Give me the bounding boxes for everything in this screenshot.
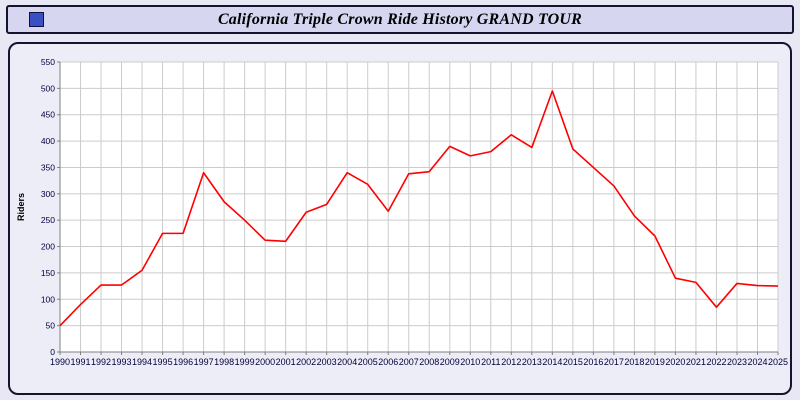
y-axis-label: Riders bbox=[16, 193, 26, 221]
y-tick-label: 300 bbox=[41, 189, 55, 199]
x-tick-label: 1999 bbox=[235, 357, 255, 367]
y-tick-label: 100 bbox=[41, 294, 55, 304]
y-tick-label: 50 bbox=[46, 321, 56, 331]
x-tick-label: 2010 bbox=[460, 357, 480, 367]
x-tick-label: 1990 bbox=[50, 357, 70, 367]
x-tick-label: 2016 bbox=[583, 357, 603, 367]
series-line-riders bbox=[59, 90, 779, 327]
y-tick-label: 0 bbox=[50, 347, 55, 357]
x-tick-label: 2013 bbox=[522, 357, 542, 367]
x-tick-label: 2008 bbox=[419, 357, 439, 367]
x-tick-label: 2007 bbox=[399, 357, 419, 367]
y-tick-label: 400 bbox=[41, 136, 55, 146]
x-tick-label: 2022 bbox=[706, 357, 726, 367]
x-tick-label: 2005 bbox=[358, 357, 378, 367]
page-title: California Triple Crown Ride History GRA… bbox=[217, 10, 583, 28]
x-tick-label: 1996 bbox=[173, 357, 193, 367]
x-tick-label: 2020 bbox=[665, 357, 685, 367]
x-tick-label: 2002 bbox=[296, 357, 316, 367]
x-tick-label: 2011 bbox=[481, 357, 500, 367]
y-tick-label: 500 bbox=[41, 83, 55, 93]
x-tick-label: 2012 bbox=[501, 357, 521, 367]
x-tick-label: 2006 bbox=[378, 357, 398, 367]
x-tick-label: 2015 bbox=[563, 357, 583, 367]
y-tick-label: 450 bbox=[41, 110, 55, 120]
x-tick-label: 2004 bbox=[337, 357, 357, 367]
x-tick-label: 1992 bbox=[91, 357, 111, 367]
x-tick-label: 2024 bbox=[747, 357, 767, 367]
y-tick-label: 200 bbox=[41, 242, 55, 252]
x-tick-label: 1995 bbox=[153, 357, 173, 367]
x-tick-label: 2001 bbox=[276, 357, 296, 367]
y-tick-label: 150 bbox=[41, 268, 55, 278]
x-tick-label: 1993 bbox=[112, 357, 132, 367]
x-tick-label: 2003 bbox=[317, 357, 337, 367]
x-tick-label: 2021 bbox=[686, 357, 706, 367]
x-tick-label: 1998 bbox=[214, 357, 234, 367]
chart-panel: 0 50 100 150 200 250 300 350 400 450 500 550 1990 199… bbox=[8, 42, 792, 395]
x-tick-label: 2017 bbox=[604, 357, 624, 367]
x-tick-label: 2018 bbox=[624, 357, 644, 367]
plot-area bbox=[60, 62, 778, 352]
y-tick-label: 250 bbox=[41, 215, 55, 225]
x-tick-label: 1991 bbox=[70, 357, 90, 367]
x-tick-label: 2009 bbox=[440, 357, 460, 367]
y-tick-label: 350 bbox=[41, 162, 55, 172]
x-tick-label: 2000 bbox=[255, 357, 275, 367]
window-icon bbox=[29, 12, 44, 27]
x-tick-label: 1997 bbox=[194, 357, 214, 367]
x-tick-label: 2019 bbox=[645, 357, 665, 367]
y-tick-label: 550 bbox=[41, 57, 55, 67]
x-tick-label: 1994 bbox=[132, 357, 152, 367]
title-bar: California Triple Crown Ride History GRA… bbox=[6, 5, 794, 34]
x-tick-label: 2023 bbox=[727, 357, 747, 367]
x-tick-label: 2025 bbox=[768, 357, 788, 367]
x-tick-label: 2014 bbox=[542, 357, 562, 367]
